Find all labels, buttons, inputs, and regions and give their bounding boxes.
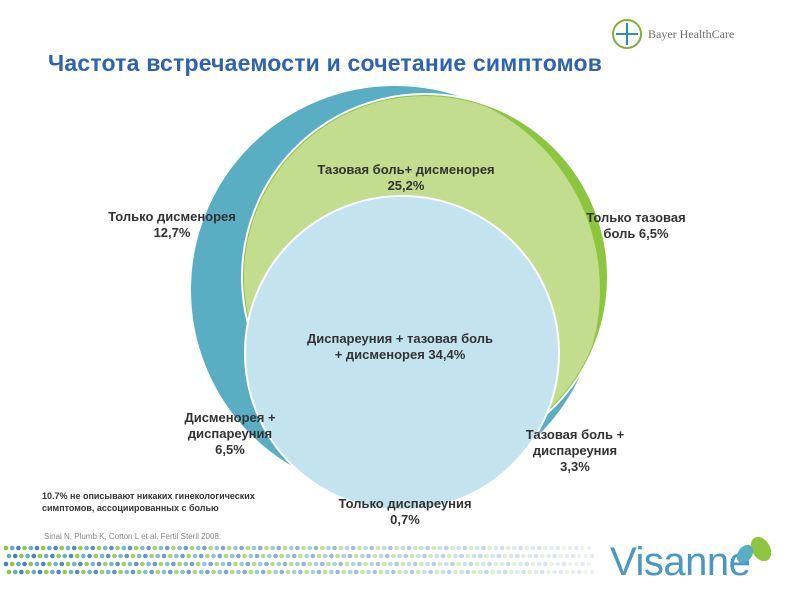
label-pelvic-only: Только тазовая боль 6,5% [586, 210, 686, 241]
visanne-logo: Visanne [610, 540, 751, 584]
decorative-dots [3, 545, 595, 575]
label-pelvic-dysmenorrhea: Тазовая боль+ дисменорея 25,2% [317, 162, 495, 193]
bayer-cross-icon [612, 19, 642, 49]
label-dysmenorrhea-dyspareunia: Дисменорея + диспареуния 6,5% [184, 410, 276, 457]
dyspareunia-circle [244, 195, 560, 511]
slide-title: Частота встречаемости и сочетание симпто… [48, 50, 603, 76]
bayer-healthcare-logo: Bayer HealthCare [612, 16, 762, 52]
reference: Sinai N, Plumb K, Cotton L et al. Fertil… [44, 532, 222, 541]
logo-text: Bayer HealthCare [648, 26, 735, 41]
label-dysmenorrhea-only: Только дисменорея 12,7% [108, 209, 236, 240]
label-dyspareunia-only: Только диспареуния 0,7% [338, 496, 472, 527]
footnote: 10.7% не описывают никаких гинекологичес… [42, 491, 255, 513]
label-all-three: Диспареуния + тазовая боль + дисменорея … [306, 331, 494, 362]
label-pelvic-dyspareunia: Тазовая боль + диспареуния 3,3% [525, 427, 625, 474]
